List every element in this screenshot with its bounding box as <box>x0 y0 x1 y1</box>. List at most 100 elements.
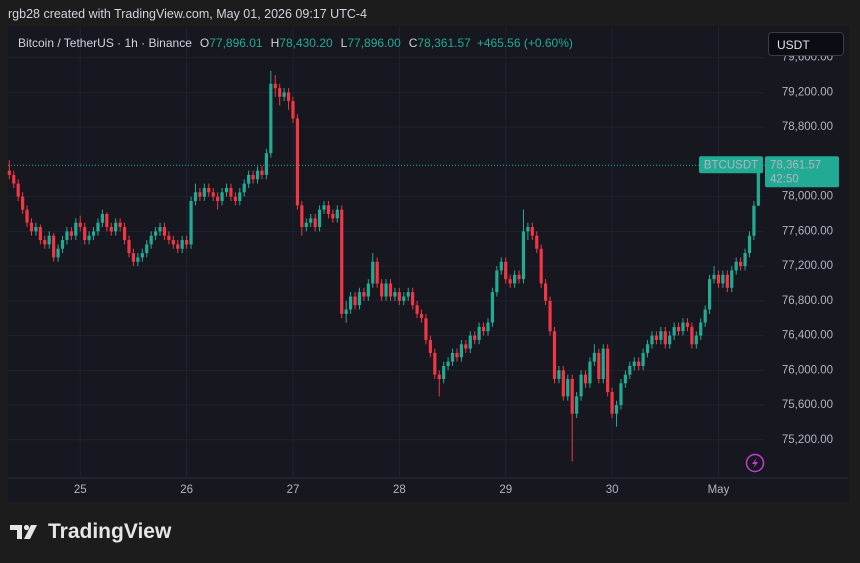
candle-body <box>349 296 353 310</box>
candle-body <box>38 227 42 241</box>
candle-body <box>663 331 667 345</box>
candle-body <box>309 218 313 223</box>
candle-body <box>158 227 162 232</box>
candle-body <box>477 326 481 340</box>
candle-body <box>65 231 69 241</box>
candle-body <box>286 92 291 102</box>
candle-body <box>167 235 171 241</box>
x-tick-label: May <box>708 484 730 496</box>
candle-body <box>233 196 237 201</box>
alert-icon-ring <box>745 453 765 473</box>
candle-body <box>207 187 211 193</box>
symbol-tag-bg <box>699 156 763 174</box>
y-tick-label: 76,800.00 <box>782 295 833 307</box>
candle-body <box>747 235 752 254</box>
candle-body <box>548 300 552 332</box>
candle-body <box>402 296 406 301</box>
candle-body <box>198 192 202 197</box>
candle-body <box>539 248 543 284</box>
candle-body <box>721 274 725 284</box>
y-tick-label: 79,200.00 <box>782 86 833 98</box>
candle-body <box>535 235 539 249</box>
symbol: Bitcoin / TetherUS · 1h · Binance <box>18 36 192 50</box>
candle-body <box>676 326 681 332</box>
candle-body <box>393 292 397 297</box>
candle-body <box>326 205 331 215</box>
ohlc-key: L <box>340 36 348 50</box>
candle-body <box>34 227 38 232</box>
candle-body <box>282 92 286 97</box>
candle-body <box>730 270 734 288</box>
ohlc-value: 78,430.20 <box>279 36 333 50</box>
candle-body <box>247 174 251 184</box>
candle-body <box>176 244 180 249</box>
candle-body <box>645 344 650 353</box>
candle-body <box>557 370 561 380</box>
candle-body <box>171 240 175 245</box>
candle-body <box>468 335 472 349</box>
candle-body <box>446 361 450 366</box>
candle-body <box>690 326 694 345</box>
candle-body <box>450 352 455 362</box>
x-tick-label: 29 <box>499 484 512 496</box>
candle-body <box>685 322 690 327</box>
candle-body <box>743 253 747 267</box>
candle-body <box>96 222 100 232</box>
candle-body <box>105 214 109 228</box>
candle-body <box>149 235 153 245</box>
candle-body <box>641 352 645 366</box>
logo-icon <box>10 524 37 539</box>
candle-body <box>459 344 464 358</box>
candle-body <box>255 170 260 180</box>
candle-body <box>136 257 140 262</box>
y-tick-label: 77,600.00 <box>782 225 833 237</box>
candle-body <box>304 222 308 228</box>
candle-body <box>424 318 428 340</box>
candle-body <box>60 240 65 249</box>
candle-body <box>499 261 503 271</box>
candle-body <box>357 292 362 306</box>
y-tick-label: 77,200.00 <box>782 260 833 272</box>
candle-body <box>725 274 729 288</box>
candle-body <box>694 335 698 345</box>
candle-body <box>153 231 158 236</box>
candle-body <box>353 296 357 306</box>
candle-body <box>561 370 565 397</box>
candle-body <box>118 222 122 228</box>
candle-body <box>481 326 486 332</box>
candle-body <box>344 309 348 314</box>
currency-button[interactable]: USDT <box>768 32 844 56</box>
candle-body <box>335 209 339 219</box>
candle-body <box>544 283 548 301</box>
candle-body <box>734 261 738 271</box>
credit: rgb28 created with TradingView.com, May … <box>8 7 367 21</box>
candle-body <box>47 235 51 245</box>
candle-body <box>109 227 113 232</box>
candle-body <box>455 352 459 358</box>
candle-body <box>180 240 184 249</box>
candle-body <box>317 209 322 228</box>
candle-body <box>512 274 517 284</box>
candle-body <box>122 227 127 241</box>
candle-body <box>597 352 601 380</box>
candle-body <box>193 192 198 201</box>
candle-body <box>145 244 149 254</box>
ohlc-key: O <box>199 36 210 50</box>
candle-body <box>654 335 659 340</box>
candle-body <box>74 222 78 236</box>
ohlc-value: 78,361.57 <box>417 36 471 50</box>
candle-body <box>269 83 273 154</box>
candle-body <box>415 305 419 314</box>
candle-body <box>384 283 388 297</box>
candle-body <box>659 331 663 340</box>
change: +465.56 (+0.60%) <box>476 36 573 50</box>
y-tick-label: 75,200.00 <box>782 434 833 446</box>
candle-body <box>52 235 56 258</box>
candle-body <box>340 209 344 314</box>
candle-body <box>83 227 87 241</box>
candle-body <box>313 218 317 228</box>
candle-body <box>78 222 82 228</box>
candle-body <box>224 187 229 193</box>
